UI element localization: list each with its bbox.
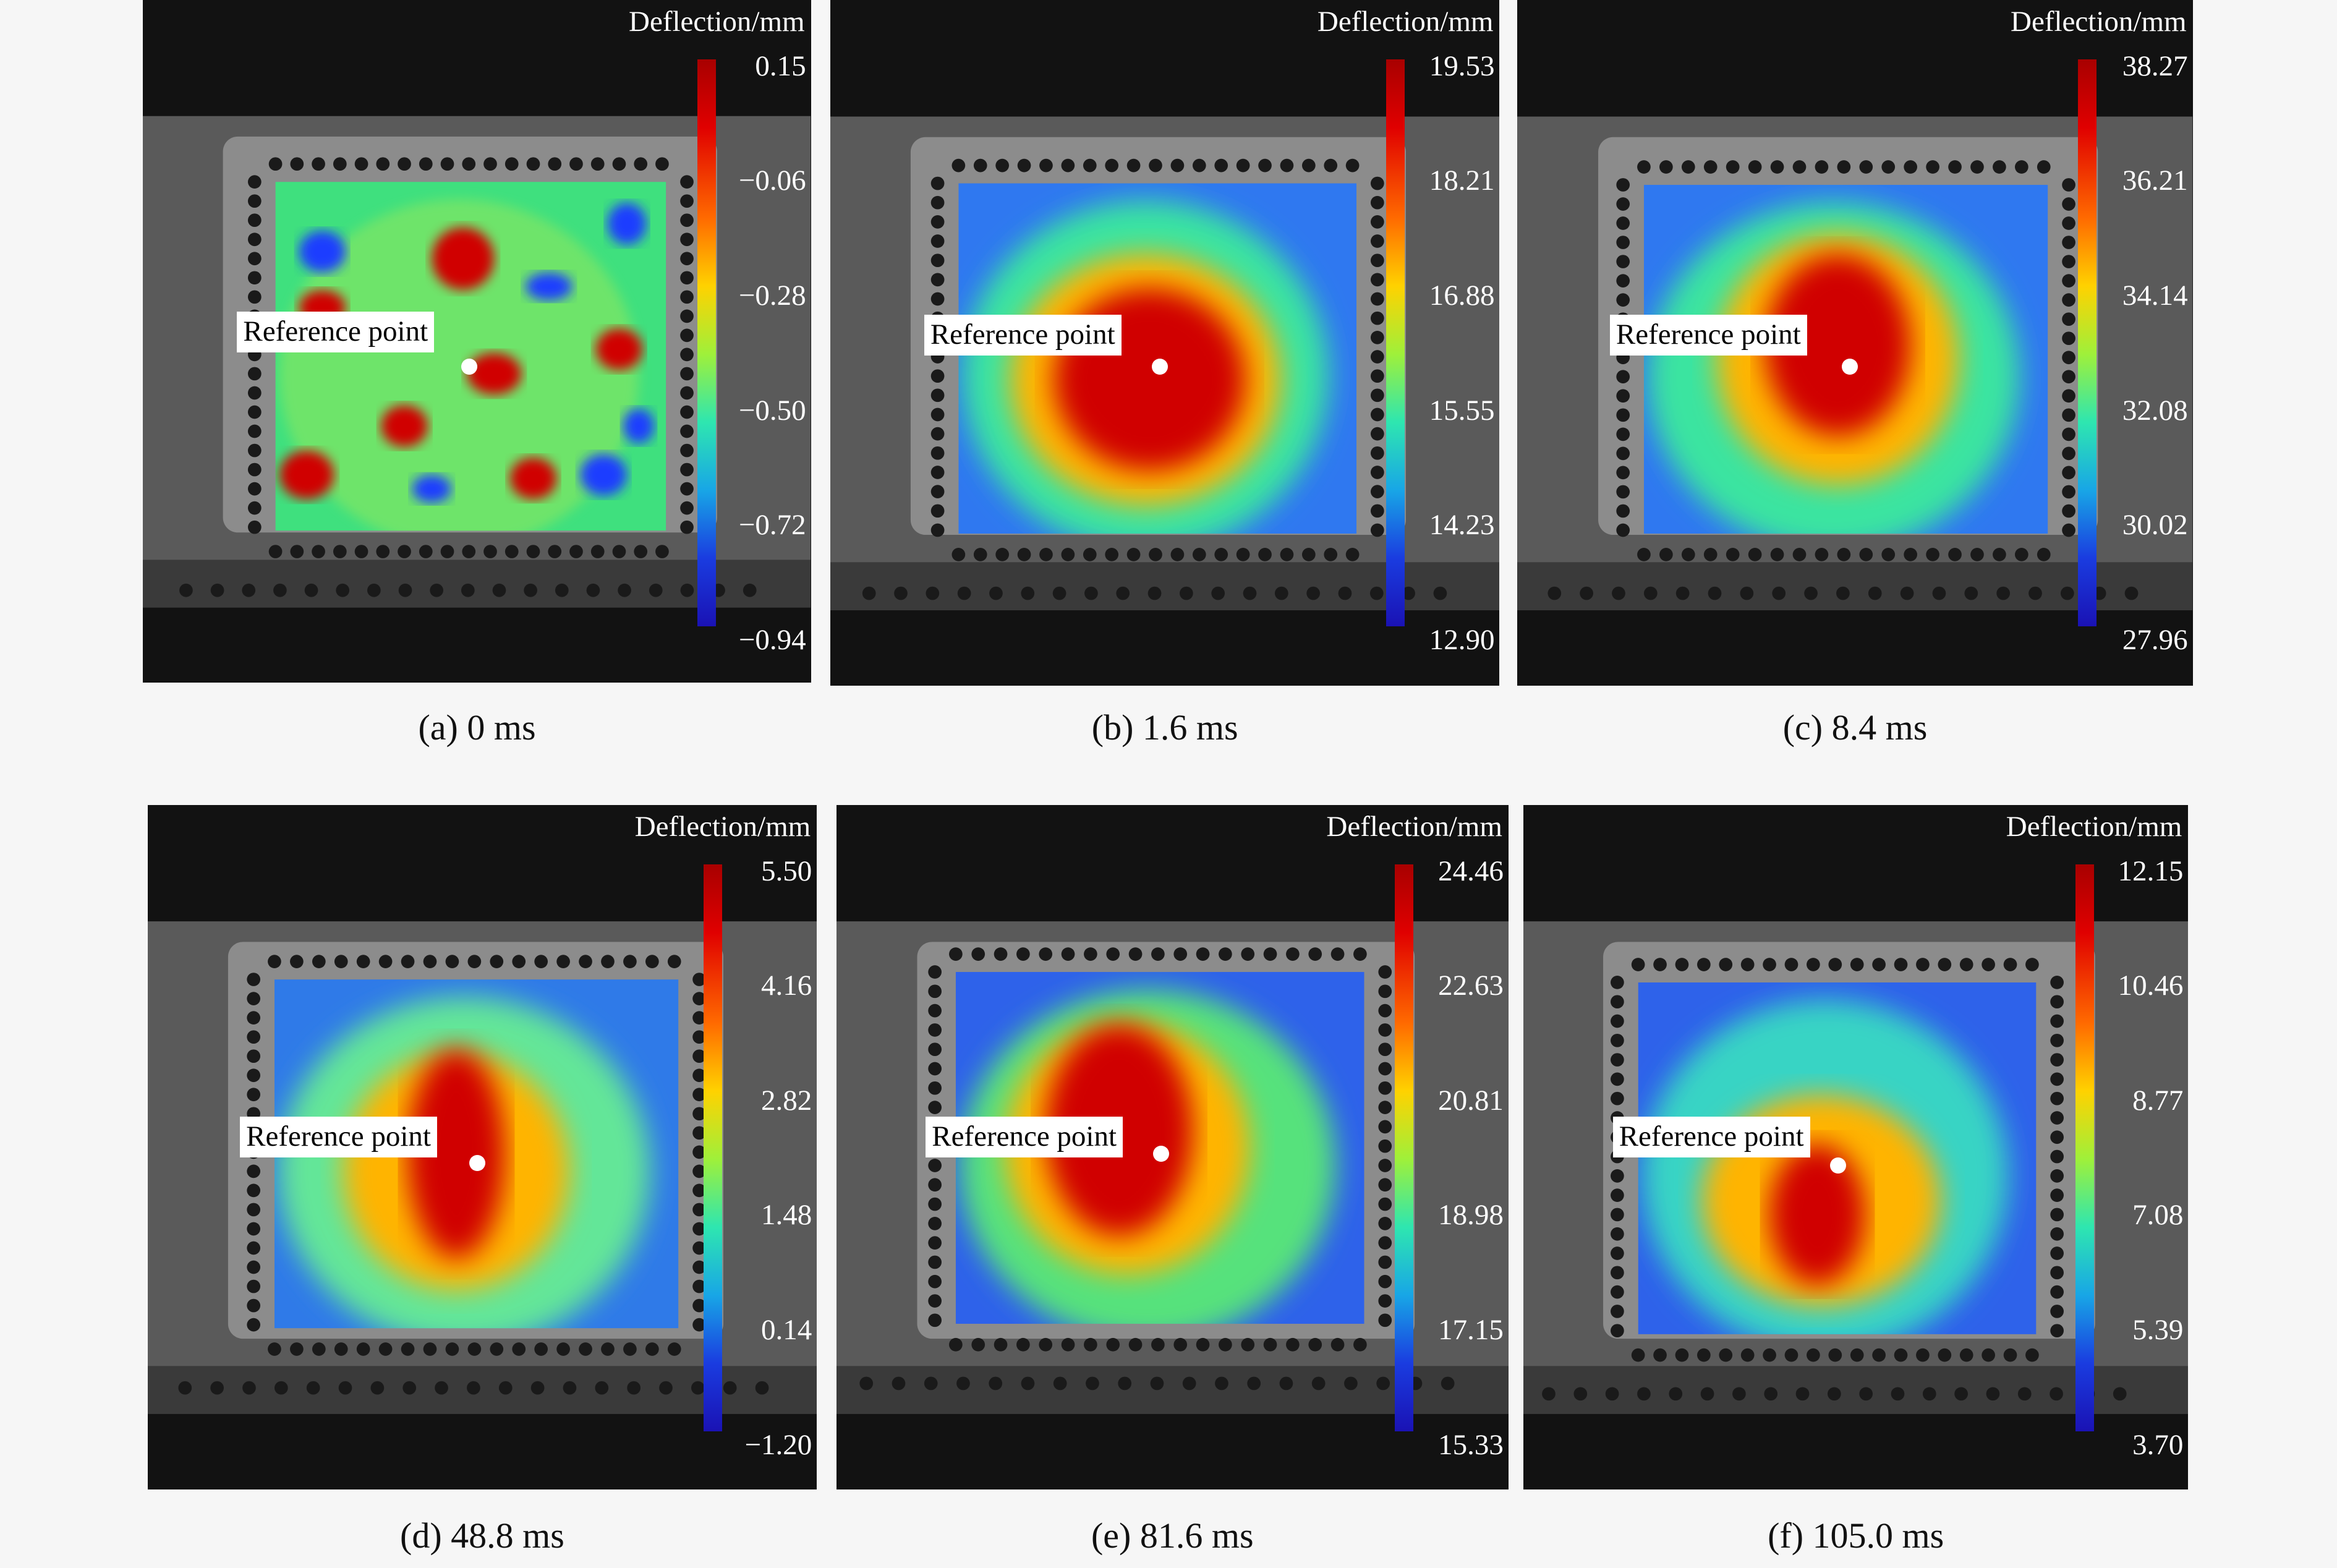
reference-point-label: Reference point bbox=[1612, 1116, 1810, 1158]
colorbar-title: Deflection/mm bbox=[1317, 6, 1494, 38]
colorbar-tick-label: −0.28 bbox=[738, 279, 806, 312]
colorbar-title: Deflection/mm bbox=[2006, 810, 2182, 843]
colorbar-tick-label: 2.82 bbox=[760, 1084, 812, 1117]
colorbar-tick-label: 32.08 bbox=[2122, 394, 2188, 427]
colorbar-tick-label: 19.53 bbox=[1429, 49, 1495, 82]
panel-caption: (d) 48.8 ms bbox=[400, 1515, 564, 1556]
colorbar-tick-label: 12.90 bbox=[1429, 623, 1495, 656]
colorbar-tick-label: 38.27 bbox=[2122, 49, 2188, 82]
colorbar-tick-label: 5.50 bbox=[760, 854, 812, 887]
colorbar bbox=[1386, 59, 1405, 626]
reference-point-marker bbox=[1153, 1146, 1170, 1162]
colorbar-tick-label: 8.77 bbox=[2132, 1084, 2184, 1117]
panel-caption: (b) 1.6 ms bbox=[1091, 707, 1238, 748]
colorbar-tick-label: −0.50 bbox=[738, 394, 806, 427]
panel-caption: (f) 105.0 ms bbox=[1768, 1515, 1944, 1556]
reference-point-marker bbox=[1842, 359, 1858, 375]
colorbar bbox=[697, 59, 717, 626]
colorbar-tick-label: 3.70 bbox=[2132, 1428, 2184, 1461]
reference-point-marker bbox=[469, 1154, 485, 1171]
reference-point-marker bbox=[1829, 1157, 1846, 1174]
colorbar-tick-label: 18.98 bbox=[1438, 1199, 1504, 1232]
panel-caption: (c) 8.4 ms bbox=[1782, 707, 1928, 748]
reference-point-marker bbox=[1151, 359, 1168, 375]
colorbar-tick-label: 7.08 bbox=[2132, 1199, 2184, 1232]
colorbar-tick-label: 1.48 bbox=[760, 1199, 812, 1232]
colorbar-tick-label: 24.46 bbox=[1438, 854, 1504, 887]
colorbar-tick-label: 12.15 bbox=[2118, 854, 2184, 887]
colorbar-tick-label: 30.02 bbox=[2122, 509, 2188, 542]
colorbar-title: Deflection/mm bbox=[2011, 6, 2187, 38]
colorbar-tick-label: 10.46 bbox=[2118, 969, 2184, 1002]
colorbar-tick-label: 0.14 bbox=[760, 1314, 812, 1347]
reference-point-label: Reference point bbox=[1609, 314, 1807, 356]
colorbar-tick-label: 15.55 bbox=[1429, 394, 1495, 427]
colorbar bbox=[2075, 864, 2094, 1431]
colorbar-tick-label: 17.15 bbox=[1438, 1314, 1504, 1347]
reference-point-label: Reference point bbox=[240, 1116, 437, 1158]
reference-point-marker bbox=[461, 359, 478, 375]
colorbar-tick-label: −1.20 bbox=[744, 1428, 812, 1461]
colorbar-tick-label: −0.72 bbox=[738, 509, 806, 542]
colorbar bbox=[703, 864, 722, 1431]
colorbar-tick-label: 18.21 bbox=[1429, 164, 1495, 197]
dic-panel: Deflection/mm 24.46 22.63 20.81 18.98 17.15 15… bbox=[836, 804, 1509, 1489]
panel-caption: (a) 0 ms bbox=[418, 707, 536, 748]
colorbar-tick-label: 0.15 bbox=[755, 49, 806, 82]
colorbar-tick-label: 20.81 bbox=[1438, 1084, 1504, 1117]
reference-point-label: Reference point bbox=[926, 1116, 1123, 1158]
colorbar-tick-label: −0.06 bbox=[738, 164, 806, 197]
panel-caption: (e) 81.6 ms bbox=[1091, 1515, 1254, 1556]
colorbar-title: Deflection/mm bbox=[1326, 810, 1502, 843]
reference-point-label: Reference point bbox=[924, 314, 1122, 356]
colorbar-title: Deflection/mm bbox=[629, 6, 805, 38]
colorbar-tick-label: 22.63 bbox=[1438, 969, 1504, 1002]
colorbar-tick-label: 36.21 bbox=[2122, 164, 2188, 197]
colorbar-tick-label: 4.16 bbox=[760, 969, 812, 1002]
colorbar-tick-label: 5.39 bbox=[2132, 1314, 2184, 1347]
reference-point-label: Reference point bbox=[237, 311, 435, 353]
dic-panel: Deflection/mm 0.15 −0.06 −0.28 −0.50 −0.72 −0.… bbox=[143, 0, 811, 683]
colorbar-tick-label: 34.14 bbox=[2122, 279, 2188, 312]
colorbar bbox=[2078, 59, 2097, 626]
dic-panel: Deflection/mm 12.15 10.46 8.77 7.08 5.39 3.70 bbox=[1523, 804, 2189, 1489]
colorbar-title: Deflection/mm bbox=[634, 810, 811, 843]
colorbar-tick-label: 27.96 bbox=[2122, 623, 2188, 656]
colorbar-tick-label: 16.88 bbox=[1429, 279, 1495, 312]
colorbar-tick-label: 14.23 bbox=[1429, 509, 1495, 542]
colorbar-tick-label: 15.33 bbox=[1438, 1428, 1504, 1461]
colorbar bbox=[1394, 864, 1413, 1431]
colorbar-tick-label: −0.94 bbox=[738, 623, 806, 656]
